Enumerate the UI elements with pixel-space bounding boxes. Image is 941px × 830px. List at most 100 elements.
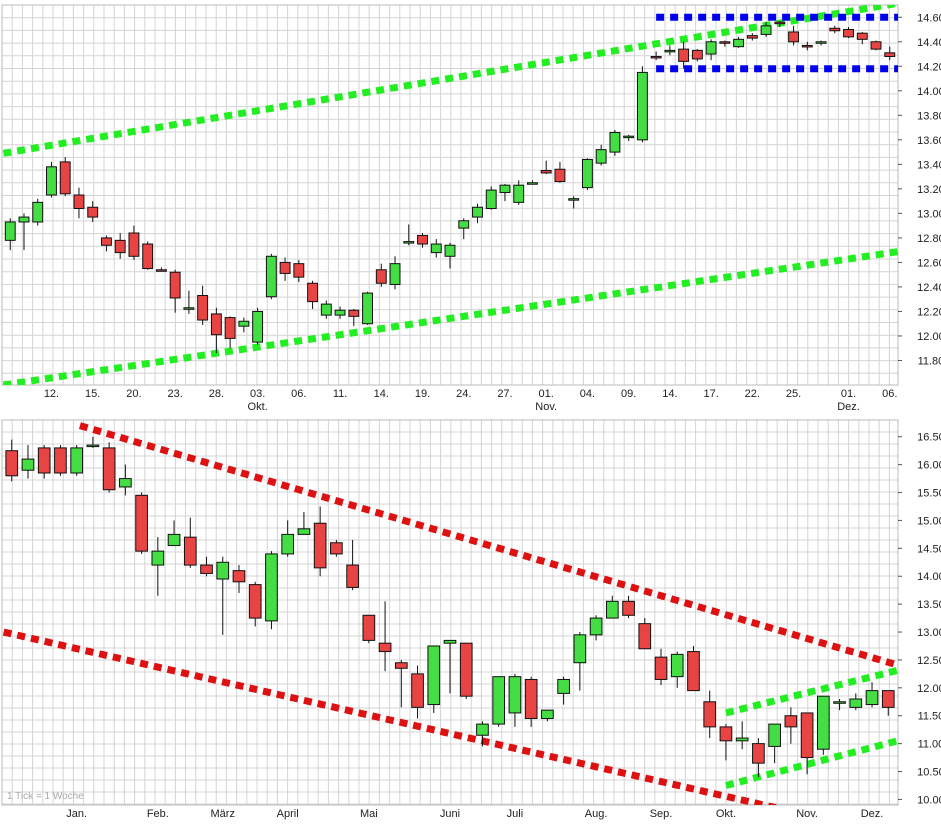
candle-down [417,234,428,245]
candle-up [557,678,570,694]
daily-candlestick-chart: 11.800 12.000 12.200 12.400 12.600 12.800 13.0… [1,4,941,413]
candle-up [70,447,84,474]
candle-up [768,723,781,747]
candle-up [865,690,879,706]
candle-down [752,743,765,764]
x-tick-label: 01. [841,388,856,400]
candle-up [664,49,676,53]
x-tick-label: 06. [882,388,897,400]
candle-down [554,168,566,183]
candle-up [705,41,717,55]
x-tick-label: März [211,808,235,820]
candle-down [784,715,798,728]
candle-down [524,678,538,720]
candle-down [719,726,733,742]
candle-down [54,447,67,474]
y-tick-label: 12.200 [917,306,941,318]
candle-down [394,662,408,669]
y-tick-label: 14.500 [917,543,941,555]
y-tick-label: 12.500 [917,655,941,667]
candle-up [18,216,30,223]
candle-down [293,263,305,278]
candle-up [472,206,483,218]
candle-down [703,701,717,728]
y-tick-label: 15.500 [917,488,941,500]
candle-down [801,44,813,48]
candle-down [870,41,882,50]
candle-down [774,21,786,25]
y-tick-label: 16.500 [917,432,941,444]
y-tick-label: 13.600 [917,135,941,147]
x-tick-sublabel: Okt. [248,401,268,413]
candle-down [678,48,690,62]
candle-down [691,49,703,60]
candle-up [427,645,441,706]
candle-up [573,634,587,664]
candle-down [59,161,71,195]
x-tick-label: Feb. [147,808,169,820]
candle-down [307,282,319,303]
y-tick-label: 14.600 [917,12,941,24]
x-tick-label: Dez. [861,808,884,820]
candle-up [568,198,580,201]
y-tick-label: 14.000 [917,86,941,98]
x-tick-label: 12. [44,388,59,400]
x-tick-label: 22. [745,388,760,400]
x-tick-label: 01. [539,388,554,400]
candle-up [833,701,846,704]
candle-down [829,27,841,32]
candle-down [102,447,116,491]
y-tick-label: 13.000 [917,208,941,220]
candle-up [589,617,603,636]
y-tick-label: 15.000 [917,515,941,527]
candle-down [330,542,343,555]
x-tick-sublabel: Nov. [535,401,557,413]
candle-down [197,295,209,321]
candle-up [605,600,619,619]
candle-up [4,221,16,241]
candle-up [527,182,538,185]
x-tick-label: 19. [415,388,430,400]
candle-up [670,653,684,678]
candle-up [816,695,830,750]
candle-up [265,553,278,622]
candle-down [87,206,99,218]
candle-down [183,536,197,566]
y-tick-label: 12.800 [917,233,941,245]
y-tick-label: 13.400 [917,159,941,171]
candle-down [248,584,262,619]
x-tick-label: 15. [85,388,100,400]
candle-up [458,220,470,229]
candle-up [403,241,415,244]
y-tick-label: 14.000 [917,571,941,583]
y-tick-label: 11.500 [918,711,941,723]
candle-up [636,71,648,141]
candle-up [119,478,132,488]
x-tick-label: Jan. [66,808,87,820]
candle-up [595,149,607,164]
candle-up [151,550,165,566]
candle-up [849,698,863,708]
candle-down [378,642,392,653]
y-tick-label: 13.800 [917,110,941,122]
x-tick-label: Sep. [650,808,673,820]
candle-down [459,642,473,697]
candle-down [346,564,359,588]
candle-down [37,447,51,474]
trend-lines [2,422,898,805]
y-tick-label: 12.600 [917,257,941,269]
candle-up [499,184,511,194]
x-tick-label: 09. [621,388,636,400]
y-tick-label: 12.400 [917,282,941,294]
candle-down [135,494,148,552]
candle-down [362,614,376,641]
x-tick-label: 03. [250,388,265,400]
candle-down [5,450,19,477]
x-tick-label: Juni [440,808,460,820]
y-tick-label: 10.500 [917,767,941,779]
candle-up [430,243,442,254]
candle-down [411,673,424,708]
green-trend-line [2,248,898,385]
candle-up [167,533,181,547]
